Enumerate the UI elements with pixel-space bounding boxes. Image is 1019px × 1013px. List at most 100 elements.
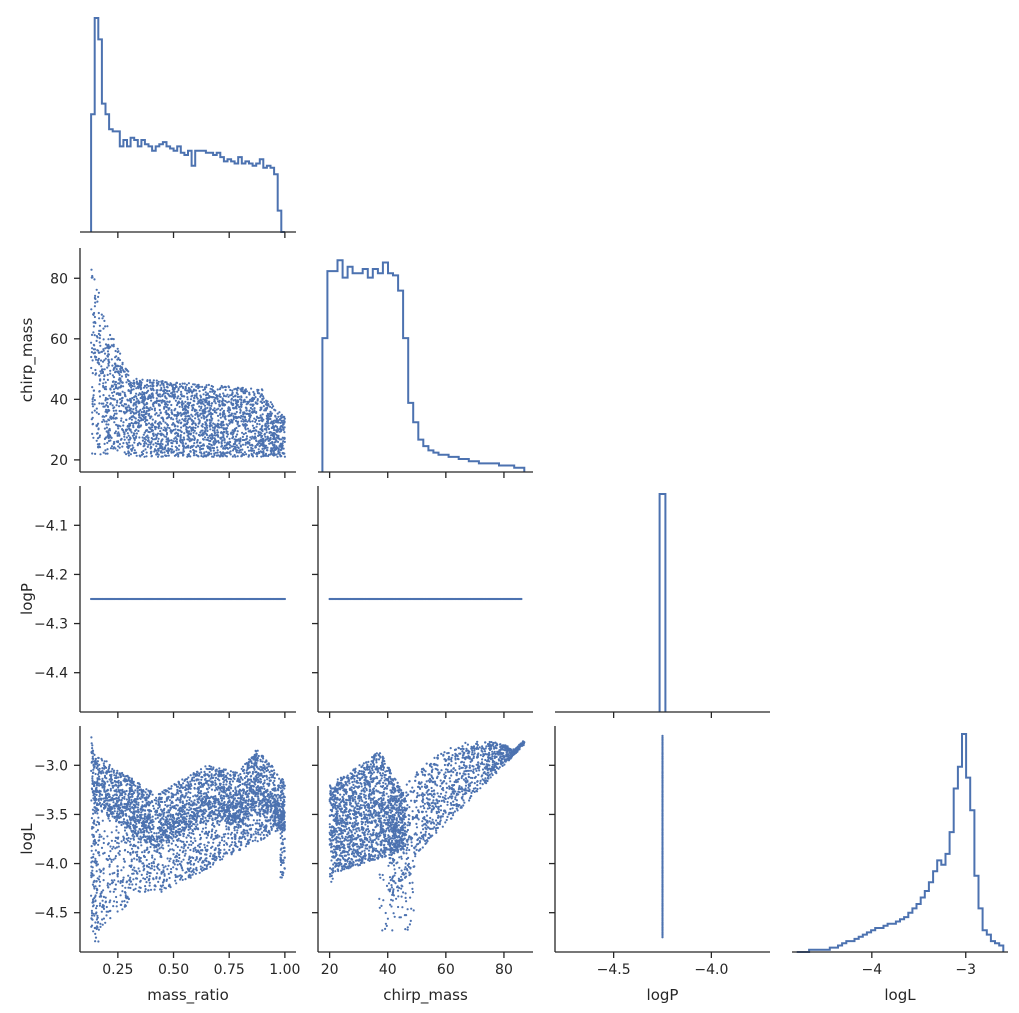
scatter-point (118, 446, 121, 449)
scatter-point (106, 452, 109, 455)
scatter-point (271, 453, 274, 456)
scatter-point (151, 385, 154, 388)
scatter-point (98, 324, 101, 327)
scatter-point (174, 395, 177, 398)
scatter-point (103, 437, 106, 441)
scatter-point (129, 822, 132, 826)
scatter-point (212, 440, 215, 443)
scatter-point (107, 343, 110, 346)
scatter-point (239, 408, 242, 411)
scatter-point (90, 418, 93, 421)
scatter-point (213, 409, 216, 412)
scatter-point (223, 385, 226, 388)
scatter-point (220, 452, 223, 455)
scatter-point (91, 432, 94, 435)
scatter-point (113, 390, 116, 394)
scatter-point (263, 428, 266, 431)
scatter-logp-vs-chirpmass (328, 597, 523, 601)
scatter-point (281, 421, 284, 424)
scatter-point (179, 810, 182, 813)
scatter-point (107, 364, 110, 367)
scatter-point (228, 792, 232, 795)
scatter-point (115, 368, 118, 371)
scatter-point (104, 396, 107, 400)
scatter-point (105, 408, 108, 411)
scatter-point (136, 782, 139, 785)
scatter-point (159, 793, 162, 796)
scatter-point (108, 429, 111, 432)
scatter-point (112, 801, 115, 804)
scatter-point (101, 360, 105, 363)
scatter-point (90, 355, 93, 359)
scatter-point (114, 381, 117, 384)
scatter-point (238, 439, 241, 443)
scatter-point (229, 441, 232, 444)
scatter-point (214, 795, 217, 798)
scatter-point (115, 409, 118, 412)
scatter-point (110, 445, 114, 448)
scatter-point (166, 392, 169, 395)
scatter-point (266, 808, 269, 811)
scatter-point (128, 441, 131, 444)
scatter-point (122, 818, 126, 821)
scatter-point (278, 438, 282, 441)
scatter-point (168, 821, 171, 824)
scatter-point (216, 446, 219, 449)
scatter-point (232, 431, 235, 434)
scatter-point (213, 452, 216, 455)
scatter-point (140, 410, 143, 414)
scatter-point (232, 447, 236, 450)
scatter-point (119, 365, 122, 368)
scatter-point (202, 792, 205, 795)
scatter-point (169, 430, 172, 433)
scatter-point (239, 411, 242, 414)
scatter-point (211, 446, 214, 449)
scatter-point (195, 392, 198, 395)
scatter-point (190, 438, 193, 441)
scatter-point (139, 424, 143, 427)
scatter-point (159, 833, 163, 836)
scatter-point (92, 348, 95, 351)
scatter-point (203, 388, 206, 391)
scatter-point (221, 439, 224, 442)
scatter-point (141, 407, 144, 410)
scatter-point (91, 400, 94, 403)
scatter-point (167, 454, 170, 457)
scatter-point (223, 786, 226, 789)
scatter-point (209, 449, 212, 452)
scatter-point (149, 443, 152, 446)
scatter-point (201, 423, 204, 426)
scatter-point (107, 362, 110, 365)
scatter-point (120, 404, 123, 407)
scatter-point (204, 394, 208, 397)
scatter-point (180, 414, 183, 417)
scatter-point (116, 425, 119, 428)
scatter-point (111, 391, 114, 394)
scatter-point (247, 761, 250, 764)
scatter-point (220, 431, 223, 434)
scatter-point (283, 420, 286, 423)
scatter-point (156, 451, 159, 454)
scatter-point (241, 778, 244, 781)
scatter-point (250, 387, 253, 390)
scatter-point (189, 432, 192, 435)
scatter-point (260, 428, 264, 431)
scatter-point (182, 395, 185, 398)
scatter-point (250, 756, 253, 760)
scatter-point (155, 397, 158, 400)
scatter-point (185, 392, 189, 395)
scatter-point (98, 390, 101, 393)
scatter-point (216, 397, 219, 400)
scatter-point (102, 771, 105, 774)
scatter-point (117, 785, 120, 788)
scatter-point (176, 791, 179, 795)
scatter-point (159, 412, 162, 415)
scatter-point (173, 393, 176, 396)
scatter-point (184, 423, 187, 426)
scatter-point (211, 776, 214, 780)
scatter-point (255, 425, 258, 428)
scatter-point (168, 809, 171, 812)
scatter-point (103, 415, 106, 418)
scatter-point (94, 373, 97, 376)
scatter-point (278, 418, 282, 421)
